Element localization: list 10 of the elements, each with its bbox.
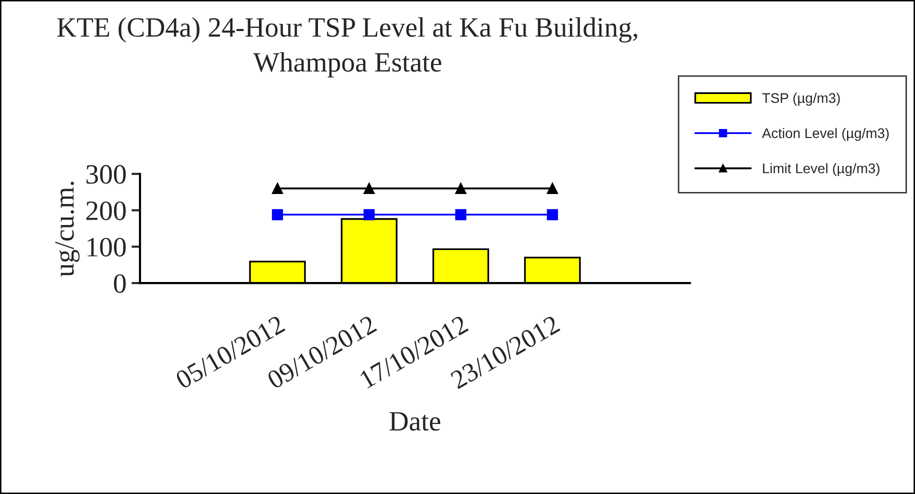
y-tick-label: 200 [86,201,126,220]
y-tick-label: 100 [88,238,126,257]
x-axis-title: Date [390,412,440,431]
legend-label: Limit Level (µg/m3) [763,163,880,176]
y-axis-title: ug/cu.m. [55,182,80,277]
chart-title: KTE (CD4a) 24-Hour TSP Level at Ka Fu Building, Whampoa Estate [57,17,638,78]
legend-label: Action Level (µg/m3) [762,128,889,141]
legend-label: TSP (µg/m3) [762,92,840,106]
y-tick-label: 300 [86,165,126,184]
y-tick-label: 0 [114,274,126,293]
